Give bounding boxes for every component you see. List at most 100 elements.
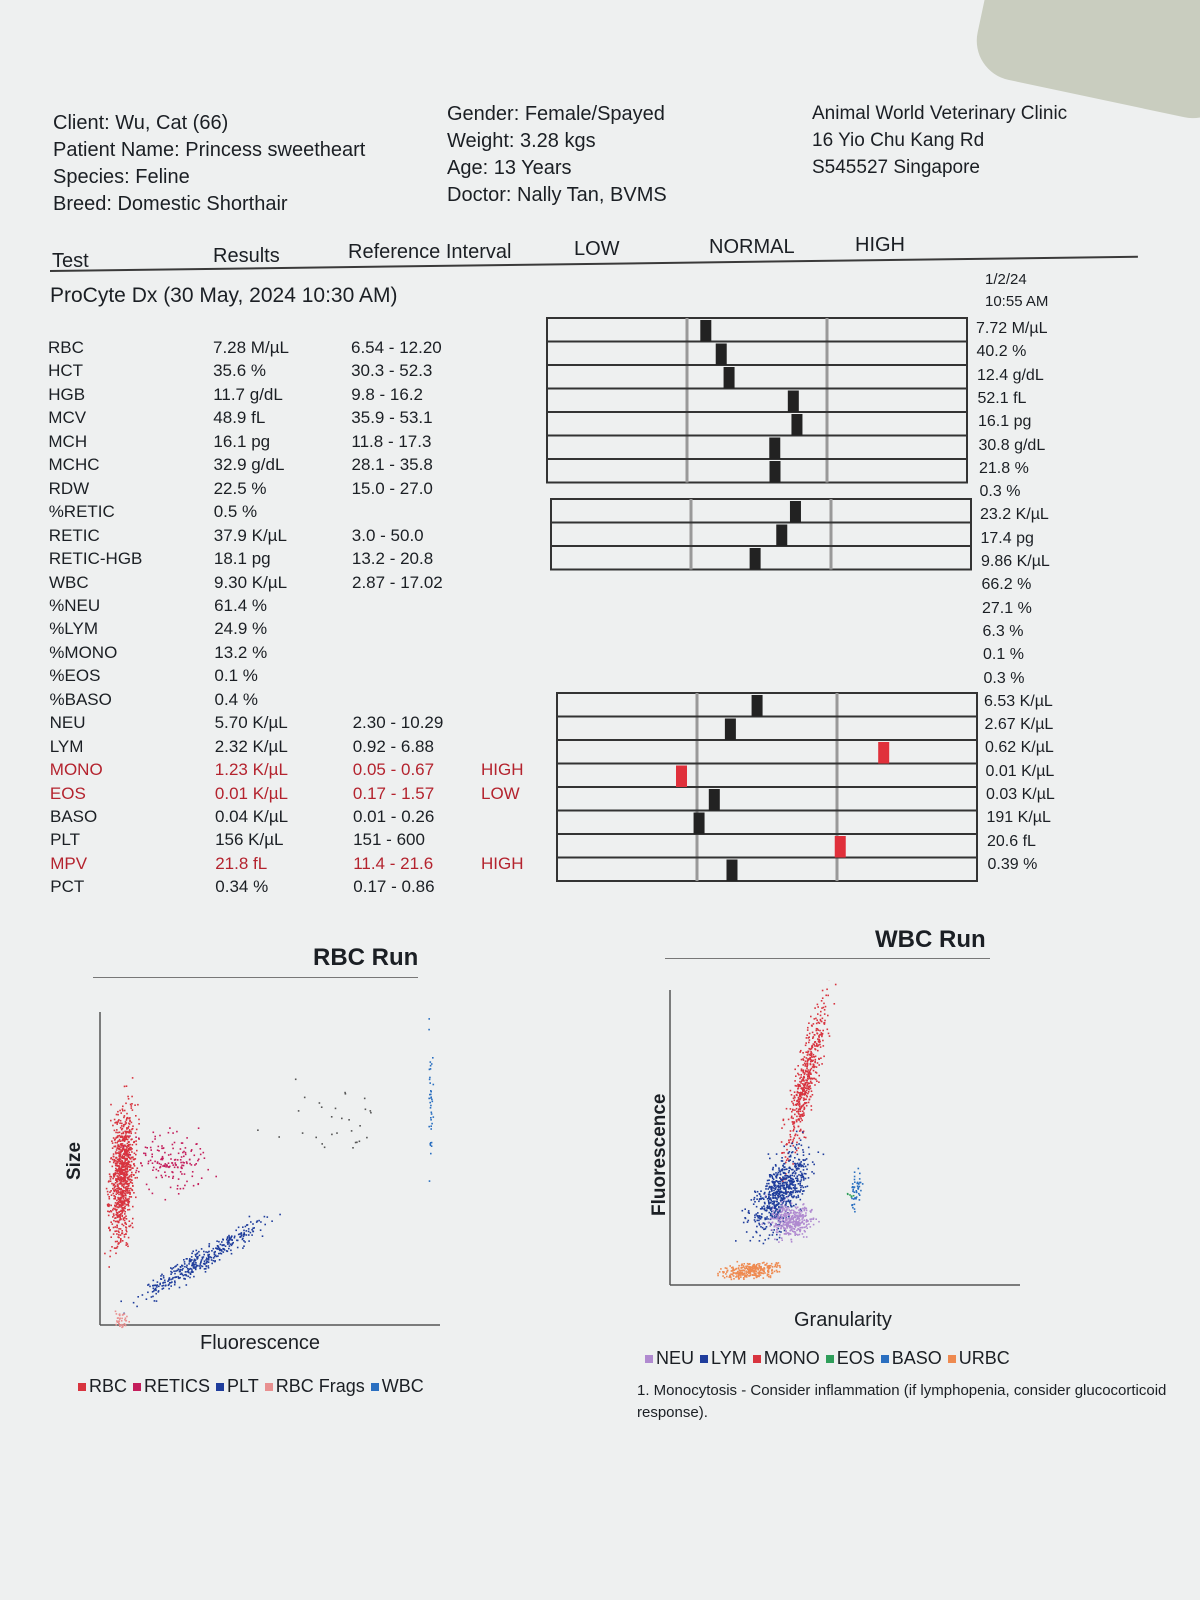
legend-label: EOS bbox=[836, 1348, 875, 1368]
previous-result: 9.86 K/µL bbox=[981, 553, 1050, 570]
legend-swatch bbox=[645, 1355, 653, 1364]
reference-interval: 0.17 - 1.57 bbox=[352, 783, 435, 803]
test-result: 156 K/µL bbox=[215, 830, 284, 850]
neu-cluster bbox=[761, 1194, 820, 1243]
previous-result: 0.62 K/µL bbox=[985, 739, 1054, 757]
range-marker-baso bbox=[708, 789, 720, 811]
previous-result: 40.2 % bbox=[976, 343, 1027, 361]
col-high: HIGH bbox=[855, 234, 905, 256]
wbc-run-title: WBC Run bbox=[875, 926, 986, 953]
test-label: NEU bbox=[49, 713, 86, 733]
range-marker-wbc bbox=[749, 548, 761, 570]
legend-label: URBC bbox=[958, 1348, 1010, 1368]
reference-interval: 6.54 - 12.20 bbox=[351, 338, 442, 357]
previous-result: 52.1 fL bbox=[977, 389, 1027, 407]
test-label: %RETIC bbox=[48, 502, 115, 522]
range-marker-hgb bbox=[723, 367, 735, 389]
rbc-xlabel: Fluorescence bbox=[200, 1332, 321, 1354]
result-flag: HIGH bbox=[481, 760, 524, 780]
test-result: 48.9 fL bbox=[213, 408, 266, 428]
range-bar-frame bbox=[550, 498, 972, 571]
legend-item-retics: RETICS bbox=[133, 1376, 210, 1396]
test-label: %NEU bbox=[49, 595, 101, 615]
mono-cluster bbox=[777, 980, 837, 1198]
rbc-title-rule bbox=[93, 977, 418, 978]
legend-item-rbc: RBC bbox=[78, 1376, 127, 1396]
previous-result: 0.39 % bbox=[987, 855, 1038, 873]
age-line: Age: 13 Years bbox=[447, 157, 572, 179]
interpretation-note: 1. Monocytosis - Consider inflammation (… bbox=[637, 1382, 1167, 1421]
range-marker-neu bbox=[751, 695, 763, 717]
previous-run-date: 1/2/24 bbox=[985, 271, 1027, 288]
clinic-address-1: 16 Yio Chu Kang Rd bbox=[812, 130, 985, 151]
legend-swatch bbox=[264, 1383, 273, 1392]
previous-result: 0.1 % bbox=[983, 646, 1024, 664]
test-label: EOS bbox=[49, 783, 86, 803]
reference-interval: 15.0 - 27.0 bbox=[351, 478, 433, 498]
previous-result: 17.4 pg bbox=[980, 529, 1034, 547]
test-result: 5.70 K/µL bbox=[214, 713, 288, 733]
range-marker-mono bbox=[878, 742, 890, 764]
range-marker-plt bbox=[693, 812, 705, 834]
result-flag: LOW bbox=[481, 783, 520, 803]
test-result: 0.34 % bbox=[215, 877, 269, 897]
test-result: 1.23 K/µL bbox=[214, 760, 288, 780]
legend-item-urbc: URBC bbox=[947, 1348, 1010, 1368]
range-marker-pct bbox=[726, 859, 738, 881]
test-result: 24.9 % bbox=[214, 619, 268, 639]
previous-result: 27.1 % bbox=[982, 599, 1032, 617]
reference-interval: 0.01 - 0.26 bbox=[353, 807, 435, 826]
test-label: HGB bbox=[48, 384, 86, 404]
previous-result: 0.01 K/µL bbox=[985, 762, 1055, 780]
clinic-address-2: S545527 Singapore bbox=[812, 157, 980, 178]
scatter-noise bbox=[257, 1078, 372, 1149]
test-label: LYM bbox=[49, 736, 84, 756]
previous-result: 2.67 K/µL bbox=[984, 716, 1054, 734]
reference-interval: 3.0 - 50.0 bbox=[351, 525, 424, 545]
reference-interval: 151 - 600 bbox=[353, 830, 425, 850]
col-results: Results bbox=[213, 245, 280, 267]
clinic-name: Animal World Veterinary Clinic bbox=[812, 103, 1068, 124]
legend-label: RBC bbox=[89, 1376, 128, 1396]
range-marker-mcv bbox=[787, 390, 799, 412]
test-result: 11.7 g/dL bbox=[213, 384, 283, 404]
previous-result: 66.2 % bbox=[981, 576, 1032, 594]
lym-cluster bbox=[735, 1130, 825, 1245]
test-label: MCHC bbox=[48, 455, 100, 475]
legend-swatch bbox=[78, 1383, 86, 1392]
previous-result: 12.4 g/dL bbox=[977, 366, 1044, 384]
range-marker-lym bbox=[724, 718, 736, 740]
reference-interval: 0.17 - 0.86 bbox=[353, 877, 435, 897]
legend-label: RBC Frags bbox=[275, 1376, 365, 1396]
test-label: %LYM bbox=[49, 619, 98, 639]
range-marker-mchc bbox=[769, 437, 781, 459]
legend-label: WBC bbox=[381, 1376, 424, 1396]
range-marker-retic-hgb bbox=[776, 524, 788, 546]
patient-name-line: Patient Name: Princess sweetheart bbox=[53, 139, 366, 161]
test-result: 22.5 % bbox=[213, 478, 267, 498]
legend-swatch bbox=[825, 1355, 834, 1364]
test-result: 18.1 pg bbox=[213, 549, 271, 569]
legend-swatch bbox=[700, 1355, 709, 1364]
legend-item-mono: MONO bbox=[752, 1348, 820, 1368]
rbc-frags-cluster bbox=[114, 1310, 130, 1329]
legend-label: LYM bbox=[711, 1348, 747, 1368]
test-label: %EOS bbox=[49, 666, 101, 686]
range-marker-mch bbox=[791, 414, 803, 436]
legend-swatch bbox=[216, 1383, 225, 1392]
patient-details: Gender: Female/Spayed Weight: 3.28 kgs A… bbox=[447, 101, 667, 209]
previous-result: 23.2 K/µL bbox=[980, 506, 1049, 524]
legend-swatch bbox=[752, 1355, 761, 1364]
reference-interval: 0.05 - 0.67 bbox=[352, 760, 435, 780]
wbc-title-rule bbox=[665, 958, 990, 959]
previous-result: 0.03 K/µL bbox=[986, 786, 1055, 803]
col-low: LOW bbox=[574, 238, 620, 260]
weight-line: Weight: 3.28 kgs bbox=[447, 130, 596, 152]
previous-result: 6.53 K/µL bbox=[984, 692, 1053, 710]
wbc-legend: NEU LYM MONO EOS BASO URBC bbox=[645, 1348, 1016, 1369]
test-label: MCH bbox=[48, 431, 88, 451]
rbc-scatter-plot bbox=[99, 1012, 440, 1329]
patient-info: Client: Wu, Cat (66) Patient Name: Princ… bbox=[53, 110, 365, 218]
test-label: MCV bbox=[48, 408, 87, 428]
test-result: 0.4 % bbox=[214, 689, 258, 709]
